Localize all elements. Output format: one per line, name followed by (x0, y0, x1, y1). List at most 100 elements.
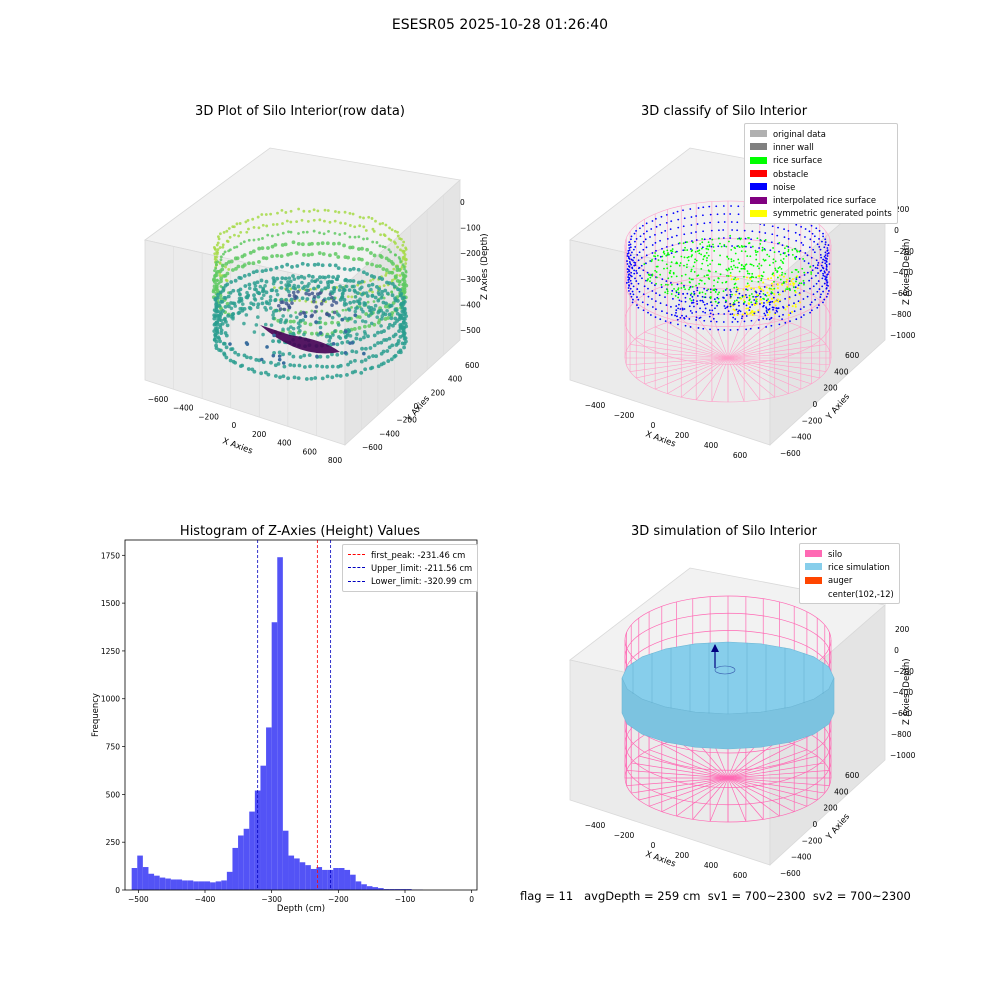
p2-silo-spoke-5 (727, 357, 801, 390)
p2-silo-spoke-38 (727, 344, 827, 359)
histogram-bar-0 (131, 868, 138, 890)
p1-z-tick-1: −400 (460, 300, 481, 309)
p2-silo-spoke-23 (636, 337, 729, 359)
p2-silo-spoke-28 (695, 315, 729, 359)
p4-x-tick-4: 400 (704, 861, 719, 870)
p2-y-tick-0: −600 (780, 449, 801, 458)
p4-x-tick-0: −400 (585, 821, 606, 830)
histogram-bar-26 (277, 557, 283, 890)
p4-silo-spoke-19 (626, 770, 729, 779)
auger-ring (714, 665, 736, 675)
histogram-bar-35 (327, 869, 334, 890)
histogram-bar-28 (288, 855, 295, 890)
histogram-bar-19 (238, 835, 244, 890)
p4-silo-spoke-34 (727, 762, 825, 779)
legend-label: interpolated rice surface (773, 195, 876, 206)
legend-swatch (750, 196, 767, 204)
y-tick-3: 750 (106, 743, 121, 752)
histogram-bar-38 (344, 869, 351, 890)
p4-z-tick-2: −600 (892, 709, 913, 718)
legend-label: symmetric generated points (773, 208, 892, 219)
p1-z-tick-3: −200 (460, 249, 481, 258)
legend-swatch (805, 550, 822, 558)
p1-z-tick-2: −300 (460, 275, 481, 284)
panel4-legend-item: rice simulation (805, 560, 894, 573)
p1-y-tick-5: 400 (448, 375, 463, 384)
p2-silo-spoke-3 (727, 357, 820, 379)
panel1-xlabel: X Axies (221, 436, 254, 456)
p4-y-tick-4: 200 (823, 804, 838, 813)
histogram-bar-21 (249, 811, 255, 890)
legend-line (348, 580, 365, 582)
p1-x-tick-4: 200 (252, 430, 267, 439)
p4-silo-spoke-23 (661, 743, 729, 779)
p2-x-tick-2: 0 (651, 421, 656, 430)
legend-swatch (750, 130, 767, 138)
panel1-3d-plot: −600−400−2000200400600800−600−400−200020… (144, 147, 490, 465)
p2-silo-spoke-1 (727, 357, 830, 366)
p1-x-tick-7: 800 (328, 456, 343, 465)
histogram-bar-43 (372, 887, 379, 890)
y-tick-1: 250 (106, 838, 121, 847)
figure-title: ESESR05 2025-10-28 01:26:40 (391, 17, 609, 33)
legend-label: rice simulation (828, 561, 890, 572)
panel3-legend: first_peak: -231.46 cm Upper_limit: -211.… (342, 544, 479, 592)
panel1-zlabel: Z Axies (Depth) (480, 233, 490, 300)
panel2-zlabel: Z Axies (Depth) (902, 238, 912, 305)
panel3-legend-item: Upper_limit: -211.56 cm (348, 561, 472, 574)
p2-silo-spoke-6 (727, 357, 789, 394)
legend-swatch (805, 590, 822, 597)
p2-z-tick-4: −200 (893, 247, 914, 256)
p2-x-tick-0: −400 (585, 401, 606, 410)
panel2-title: 3D classify of Silo Interior (640, 104, 808, 119)
panel4-legend: silo rice simulation auger center(102,-12) (799, 543, 900, 605)
p4-x-tick-2: 0 (651, 841, 656, 850)
x-tick-3: −200 (328, 895, 349, 904)
p1-z-tick-0: −500 (460, 326, 481, 335)
p4-silo-spoke-22 (648, 749, 729, 779)
p4-silo-spoke-33 (727, 755, 818, 779)
p1-y-tick-0: −600 (362, 443, 383, 452)
p2-silo-spoke-14 (667, 357, 729, 394)
p4-silo-spoke-11 (692, 777, 729, 820)
histogram-bar-36 (333, 868, 339, 890)
p2-silo-spoke-17 (636, 357, 729, 379)
p4-silo-spoke-8 (727, 777, 747, 822)
legend-label: Upper_limit: -211.56 cm (371, 562, 473, 573)
panel3-title: Histogram of Z-Axies (Height) Values (179, 524, 421, 539)
legend-label: silo (828, 548, 843, 559)
p4-x-tick-5: 600 (733, 871, 748, 880)
legend-swatch (750, 143, 767, 151)
histogram-bar-49 (406, 889, 412, 890)
p2-silo-spoke-39 (727, 350, 830, 359)
panel2-legend-item: noise (750, 180, 892, 193)
histogram-bar-13 (204, 881, 211, 890)
panel4-ylabel: Y Axies (824, 812, 852, 843)
histogram-bar-5 (159, 877, 166, 890)
panel2-legend-item: obstacle (750, 167, 892, 180)
p2-silo-spoke-9 (727, 357, 745, 402)
p2-y-tick-3: 0 (813, 400, 818, 409)
p4-silo-spoke-35 (727, 770, 830, 779)
histogram-bar-37 (338, 868, 345, 890)
panel3-legend-item: Lower_limit: -320.99 cm (348, 575, 472, 588)
p4-silo-spoke-3 (727, 777, 818, 801)
legend-label: noise (773, 181, 796, 192)
histogram-bar-40 (355, 881, 362, 890)
p4-silo-spoke-17 (626, 777, 729, 786)
legend-swatch (750, 183, 767, 191)
p2-silo-spoke-24 (644, 331, 729, 359)
legend-label: auger (828, 575, 853, 586)
p2-silo-spoke-36 (727, 331, 812, 359)
rice-simulation-side (621, 677, 835, 750)
panel2-ylabel: Y Axies (824, 392, 852, 423)
x-tick-5: 0 (469, 895, 474, 904)
panel4-legend-item: center(102,-12) (805, 587, 894, 600)
p2-y-tick-6: 600 (845, 351, 860, 360)
histogram-bar-10 (187, 880, 194, 890)
histogram-bar-16 (221, 880, 227, 890)
p4-silo-spoke-20 (631, 762, 729, 779)
p2-silo-spoke-31 (727, 314, 745, 359)
p4-silo-spoke-14 (648, 777, 729, 807)
panel4-legend-item: silo (805, 547, 894, 560)
